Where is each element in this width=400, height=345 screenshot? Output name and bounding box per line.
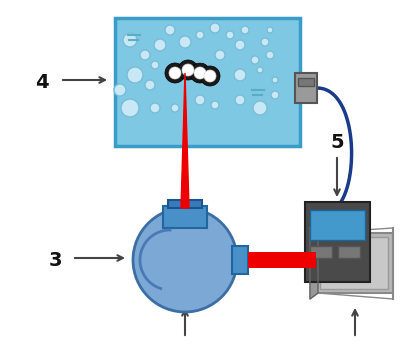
Circle shape	[200, 66, 220, 86]
Circle shape	[127, 67, 143, 83]
Circle shape	[165, 63, 185, 83]
Circle shape	[210, 23, 220, 33]
Circle shape	[180, 70, 190, 80]
Text: 5: 5	[330, 132, 344, 151]
Circle shape	[194, 67, 206, 79]
Bar	[305, 202, 370, 282]
Bar	[310, 210, 365, 240]
Circle shape	[179, 36, 191, 48]
Circle shape	[178, 60, 198, 80]
Circle shape	[145, 80, 155, 90]
Bar	[115, 18, 300, 146]
Circle shape	[211, 101, 219, 109]
Circle shape	[140, 50, 150, 60]
Text: 2: 2	[178, 344, 192, 345]
Circle shape	[171, 104, 179, 112]
Circle shape	[196, 61, 204, 69]
Polygon shape	[181, 73, 189, 208]
Text: 4: 4	[35, 73, 49, 92]
Bar	[298, 78, 314, 86]
Circle shape	[204, 70, 216, 82]
Circle shape	[272, 77, 278, 83]
Circle shape	[169, 67, 181, 79]
Circle shape	[267, 27, 273, 33]
Bar	[168, 200, 202, 208]
Circle shape	[251, 56, 259, 64]
Circle shape	[114, 84, 126, 96]
Bar	[163, 206, 207, 228]
Bar	[338, 246, 360, 258]
Circle shape	[253, 101, 267, 115]
Circle shape	[151, 61, 159, 69]
Bar	[320, 237, 388, 289]
Circle shape	[195, 95, 205, 105]
Circle shape	[234, 69, 246, 81]
Circle shape	[261, 38, 269, 46]
Polygon shape	[310, 228, 318, 299]
Text: 1: 1	[348, 344, 362, 345]
Text: 3: 3	[48, 250, 62, 269]
Circle shape	[241, 26, 249, 34]
Circle shape	[215, 50, 225, 60]
Circle shape	[150, 103, 160, 113]
Circle shape	[271, 91, 279, 99]
Circle shape	[165, 25, 175, 35]
Circle shape	[190, 63, 210, 83]
Bar	[315, 233, 393, 293]
Circle shape	[121, 99, 139, 117]
Circle shape	[266, 51, 274, 59]
Bar	[295, 73, 317, 103]
Circle shape	[235, 95, 245, 105]
Circle shape	[123, 33, 137, 47]
Circle shape	[154, 39, 166, 51]
Circle shape	[257, 67, 263, 73]
Bar	[232, 246, 248, 274]
Circle shape	[226, 31, 234, 39]
Circle shape	[196, 31, 204, 39]
Circle shape	[182, 64, 194, 76]
Bar	[310, 246, 332, 258]
Circle shape	[133, 208, 237, 312]
Circle shape	[235, 40, 245, 50]
Bar	[248, 252, 316, 268]
